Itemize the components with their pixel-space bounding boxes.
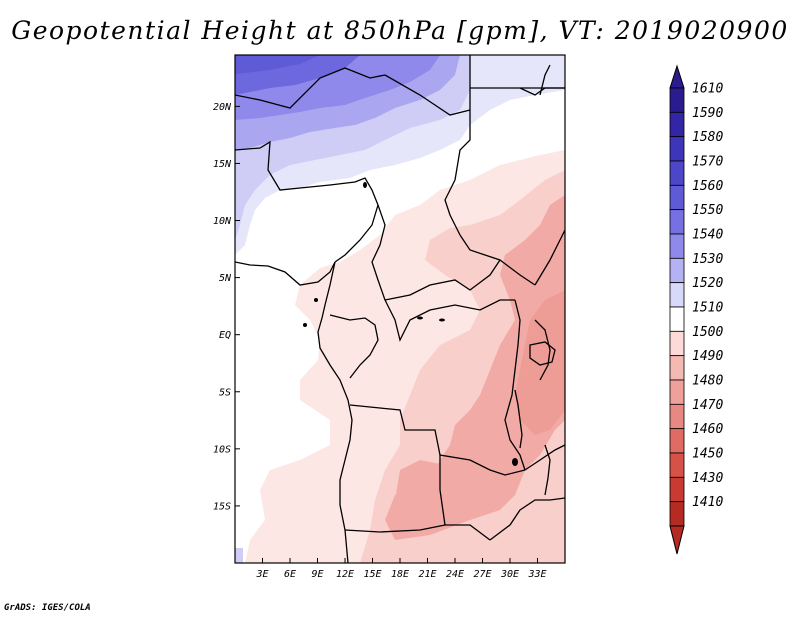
border-east-coast	[539, 64, 551, 96]
colorbar-swatch	[669, 330, 685, 357]
lake-malawi	[544, 444, 551, 496]
field-central-africa-south	[395, 460, 460, 520]
border-drc-north	[384, 299, 515, 342]
y-tick-label: 20N	[213, 102, 232, 113]
field-layer	[235, 55, 565, 563]
colorbar-swatch	[669, 355, 685, 381]
x-tick-label: 6E	[284, 569, 296, 580]
x-tick-label: 9E	[311, 569, 323, 580]
lake-victoria	[529, 341, 556, 366]
border-cameroon-chad	[371, 204, 386, 301]
colorbar-label: 1520	[692, 276, 723, 291]
border-south-sudan	[459, 234, 536, 286]
colorbar-label: 1540	[692, 228, 723, 243]
x-tick-label: 15E	[363, 569, 381, 580]
y-tick-label: 10S	[213, 444, 231, 455]
colorbar-label: 1450	[692, 447, 723, 462]
border-ethiopia	[534, 229, 565, 286]
field-great-rift	[515, 290, 565, 435]
border-zambia-south	[489, 497, 565, 541]
border-chad-sudan	[444, 179, 461, 236]
colorbar: 1610 1590 1580 1570 1560 1550 1540 1530 1520 1510…	[669, 64, 723, 555]
border-namibia	[344, 524, 446, 533]
water-bodies	[303, 182, 518, 466]
coastlines-and-borders	[235, 55, 565, 563]
colorbar-label: 1410	[692, 495, 723, 510]
colorbar-label: 1510	[692, 301, 723, 316]
border-chad-libya	[454, 110, 471, 181]
colorbar-label: 1490	[692, 349, 723, 364]
colorbar-swatch	[669, 452, 685, 478]
border-angola-drc	[349, 404, 526, 476]
colorbar-swatch	[669, 233, 685, 259]
colorbar-swatch	[669, 282, 685, 308]
border-nigeria-cameroon	[334, 204, 379, 263]
colorbar-label: 1530	[692, 252, 723, 267]
grads-credit: GrADS: IGES/COLA	[4, 603, 91, 613]
colorbar-swatch	[669, 501, 685, 527]
y-tick-label: 5S	[219, 387, 231, 398]
field-east-africa-highlands	[385, 195, 565, 540]
y-tick-label: 5N	[219, 273, 232, 284]
border-niger-libya	[384, 55, 471, 116]
x-tick-label: 30E	[500, 569, 519, 580]
y-axis: 20N 15N 10N 5N EQ 5S 10S 15S	[213, 102, 240, 512]
coastline-west-africa	[235, 261, 336, 286]
border-niger-nigeria	[299, 177, 379, 206]
x-tick-label: 21E	[418, 569, 436, 580]
colorbar-label: 1560	[692, 179, 723, 194]
colorbar-label: 1580	[692, 130, 723, 145]
colorbar-swatch	[669, 184, 685, 211]
colorbar-label: 1430	[692, 471, 723, 486]
border-egypt-sudan-east	[519, 87, 565, 96]
colorbar-swatch	[669, 87, 685, 113]
colorbar-swatch	[669, 209, 685, 235]
colorbar-swatch	[669, 111, 685, 138]
colorbar-swatch	[669, 428, 685, 454]
colorbar-swatch	[669, 257, 685, 284]
lake-tanganyika	[514, 389, 523, 449]
colorbar-label: 1590	[692, 106, 723, 121]
border-uganda-kenya	[534, 319, 551, 381]
colorbar-swatch	[669, 403, 685, 430]
x-tick-label: 33E	[527, 569, 546, 580]
field-sahara-far-north	[235, 55, 320, 74]
colorbar-label: 1610	[692, 82, 723, 97]
map-title: Geopotential Height at 850hPa [gpm], VT:…	[11, 16, 789, 45]
colorbar-extend-top	[669, 64, 685, 89]
coastline-central-africa	[317, 261, 353, 563]
x-axis: 3E 6E 9E 12E 15E 18E 21E 24E 27E 30E 33E	[255, 558, 547, 580]
colorbar-label: 1460	[692, 422, 723, 437]
field-southwest-corner	[235, 548, 243, 563]
x-tick-label: 24E	[446, 569, 464, 580]
colorbar-label: 1500	[692, 325, 723, 340]
border-tanzania	[524, 444, 565, 471]
x-tick-label: 12E	[336, 569, 354, 580]
border-gabon-congo	[329, 314, 379, 379]
y-tick-label: 15N	[213, 159, 232, 170]
y-tick-label: 15S	[213, 501, 231, 512]
colorbar-swatch	[669, 476, 685, 503]
border-mali-algeria	[235, 67, 386, 109]
colorbar-label: 1480	[692, 374, 723, 389]
colorbar-swatch	[669, 379, 685, 405]
colorbar-swatch	[669, 136, 685, 162]
colorbar-swatch	[669, 160, 685, 186]
border-car	[384, 259, 501, 301]
y-tick-label: EQ	[219, 330, 231, 341]
colorbar-label: 1550	[692, 203, 723, 218]
colorbar-swatch	[669, 306, 685, 332]
colorbar-label: 1570	[692, 155, 723, 170]
border-drc-east	[504, 299, 526, 471]
y-tick-label: 10N	[213, 216, 232, 227]
colorbar-label: 1470	[692, 398, 723, 413]
colorbar-extend-bottom	[669, 525, 685, 555]
x-tick-label: 27E	[473, 569, 491, 580]
x-tick-label: 18E	[391, 569, 409, 580]
border-sahel-west	[235, 140, 301, 191]
x-tick-label: 3E	[255, 569, 268, 580]
